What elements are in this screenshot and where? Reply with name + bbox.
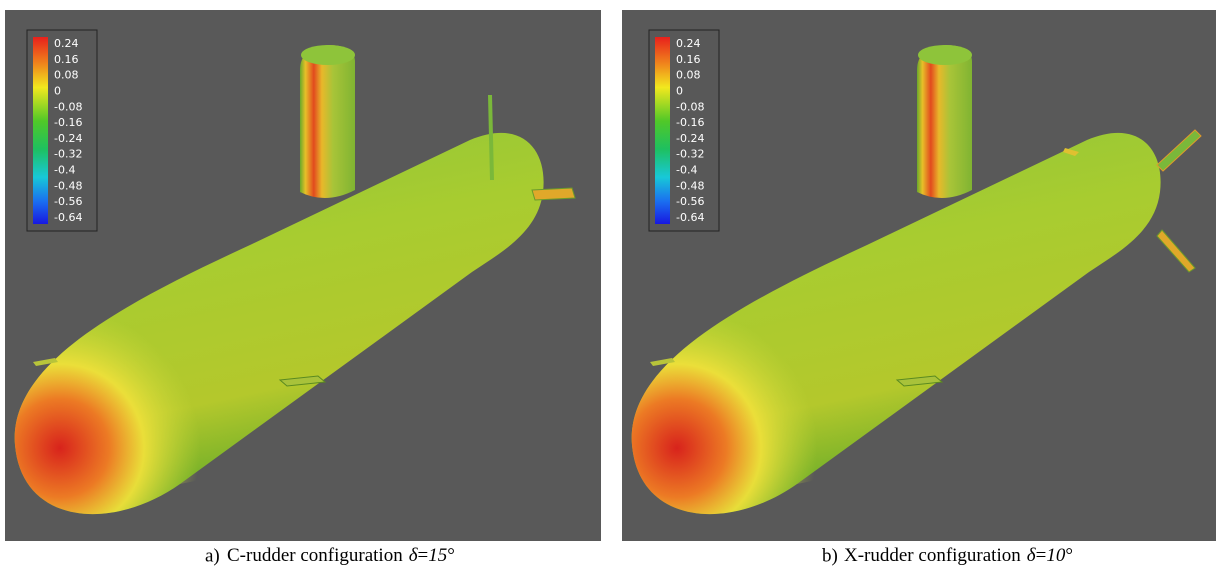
colorbar-tick-label: 0.24 — [54, 37, 79, 50]
page: {"panels": [ {"colorbar": {"ticks": [0.2… — [0, 0, 1221, 572]
caption-angle: 15 — [428, 545, 447, 566]
colorbar-tick-label: -0.16 — [676, 116, 704, 129]
colorbar-tick-label: -0.48 — [54, 179, 82, 192]
caption-equals: = — [418, 545, 429, 566]
caption-label: a) — [205, 545, 220, 566]
colorbar-tick-label: 0 — [676, 84, 683, 97]
colorbar: 0.24 0.16 0.08 0 -0.08 -0.16 -0.24 -0.32 -0.4 -0.… — [27, 30, 97, 231]
colorbar: 0.24 0.16 0.08 0 -0.08 -0.16 -0.24 -0.32 -0.4 -0.… — [649, 30, 719, 231]
caption-degree: ° — [447, 545, 455, 566]
caption-label: b) — [822, 545, 838, 566]
figure: 0.24 0.16 0.08 0 -0.08 -0.16 -0.24 -0.32 -0.4 -0.… — [0, 0, 1221, 572]
colorbar-tick-label: -0.08 — [54, 100, 82, 113]
caption-text: X-rudder configuration — [844, 545, 1021, 566]
colorbar-tick-label: 0.08 — [676, 69, 701, 82]
colorbar-tick-label: -0.16 — [54, 116, 82, 129]
colorbar-tick-label: -0.4 — [54, 164, 75, 177]
colorbar-tick-label: -0.32 — [54, 148, 82, 161]
colorbar-tick-label: -0.32 — [676, 148, 704, 161]
colorbar-tick-label: -0.64 — [676, 211, 704, 224]
colorbar-tick-label: -0.4 — [676, 164, 697, 177]
colorbar-tick-label: -0.56 — [676, 195, 704, 208]
colorbar-scale — [33, 37, 48, 224]
caption-angle: 10 — [1046, 545, 1066, 566]
colorbar-tick-label: -0.08 — [676, 100, 704, 113]
caption-degree: ° — [1065, 545, 1073, 566]
colorbar-tick-label: -0.48 — [676, 179, 704, 192]
colorbar-tick-label: -0.24 — [54, 132, 82, 145]
colorbar-tick-label: -0.64 — [54, 211, 82, 224]
colorbar-tick-label: 0.16 — [54, 53, 79, 66]
colorbar-tick-label: -0.56 — [54, 195, 82, 208]
colorbar-tick-label: 0.16 — [676, 53, 701, 66]
colorbar-scale — [655, 37, 670, 224]
colorbar-tick-label: 0.08 — [54, 69, 79, 82]
caption-equals: = — [1036, 545, 1047, 566]
caption-text: C-rudder configuration — [227, 545, 403, 566]
colorbar-tick-label: -0.24 — [676, 132, 704, 145]
colorbar-tick-label: 0 — [54, 84, 61, 97]
colorbar-tick-label: 0.24 — [676, 37, 701, 50]
